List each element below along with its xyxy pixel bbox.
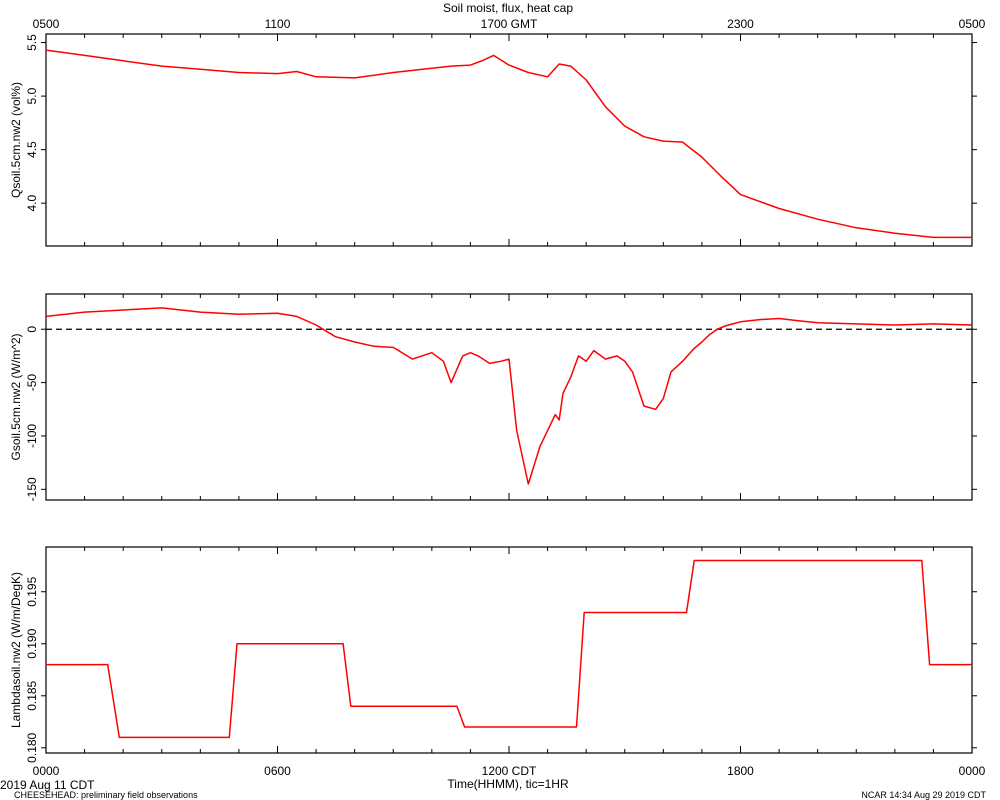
chart-panel: 4.0 4.5 5.0 5.5 Qsoil.5cm.nw2 (vol%) bbox=[9, 33, 977, 247]
bottom-tick-label: 0000 bbox=[959, 764, 986, 778]
bottom-tick-label: 0000 bbox=[33, 764, 60, 778]
footer-timestamp: NCAR 14:34 Aug 29 2019 CDT bbox=[861, 790, 986, 800]
footer-date: 2019 Aug 11 CDT bbox=[0, 778, 95, 792]
y-tick-label: 0 bbox=[25, 326, 39, 333]
top-tick-label: 0500 bbox=[33, 17, 60, 31]
y-tick-label: 0.180 bbox=[25, 732, 39, 762]
top-axis-tick-labels: 0500 1100 1700 GMT 2300 0500 bbox=[33, 17, 986, 31]
series-line bbox=[45, 307, 973, 485]
x-axis-label: Time(HHMM), tic=1HR bbox=[447, 777, 569, 791]
top-tick-label: 1700 GMT bbox=[481, 17, 538, 31]
y-tick-label: -50 bbox=[25, 374, 39, 392]
chart-panels: 4.0 4.5 5.0 5.5 Qsoil.5cm.nw2 (vol%) -150 -100… bbox=[9, 33, 977, 763]
top-tick-label: 0500 bbox=[959, 17, 986, 31]
y-tick-label: 4.5 bbox=[25, 141, 39, 158]
top-tick-label: 2300 bbox=[727, 17, 754, 31]
bottom-axis-tick-labels: 0000 0600 1200 CDT 1800 0000 bbox=[33, 764, 986, 778]
top-tick-label: 1100 bbox=[265, 17, 291, 31]
y-tick-label: 5.0 bbox=[25, 87, 39, 104]
y-axis-label: Gsoil.5cm.nw2 (W/m^2) bbox=[9, 334, 23, 461]
chart-title: Soil moist, flux, heat cap bbox=[443, 1, 573, 15]
bottom-tick-label: 0600 bbox=[264, 764, 291, 778]
bottom-tick-label: 1200 CDT bbox=[482, 764, 537, 778]
footer-project: CHEESEHEAD: preliminary field observatio… bbox=[14, 790, 198, 800]
y-tick-label: 5.5 bbox=[25, 34, 39, 51]
y-tick-label: -100 bbox=[25, 424, 39, 448]
series-line bbox=[46, 559, 972, 739]
y-tick-label: 4.0 bbox=[25, 195, 39, 212]
y-axis-label: Lambdasoil.nw2 (W/m/DegK) bbox=[9, 572, 23, 728]
y-tick-label: -150 bbox=[25, 477, 39, 501]
y-tick-label: 0.185 bbox=[25, 680, 39, 710]
panel-frame bbox=[45, 293, 973, 501]
y-axis-label: Qsoil.5cm.nw2 (vol%) bbox=[9, 82, 23, 198]
bottom-tick-label: 1800 bbox=[727, 764, 754, 778]
y-tick-label: 0.195 bbox=[25, 576, 39, 606]
series-line bbox=[45, 49, 972, 239]
panel-frame bbox=[45, 546, 973, 754]
y-tick-label: 0.190 bbox=[25, 628, 39, 658]
